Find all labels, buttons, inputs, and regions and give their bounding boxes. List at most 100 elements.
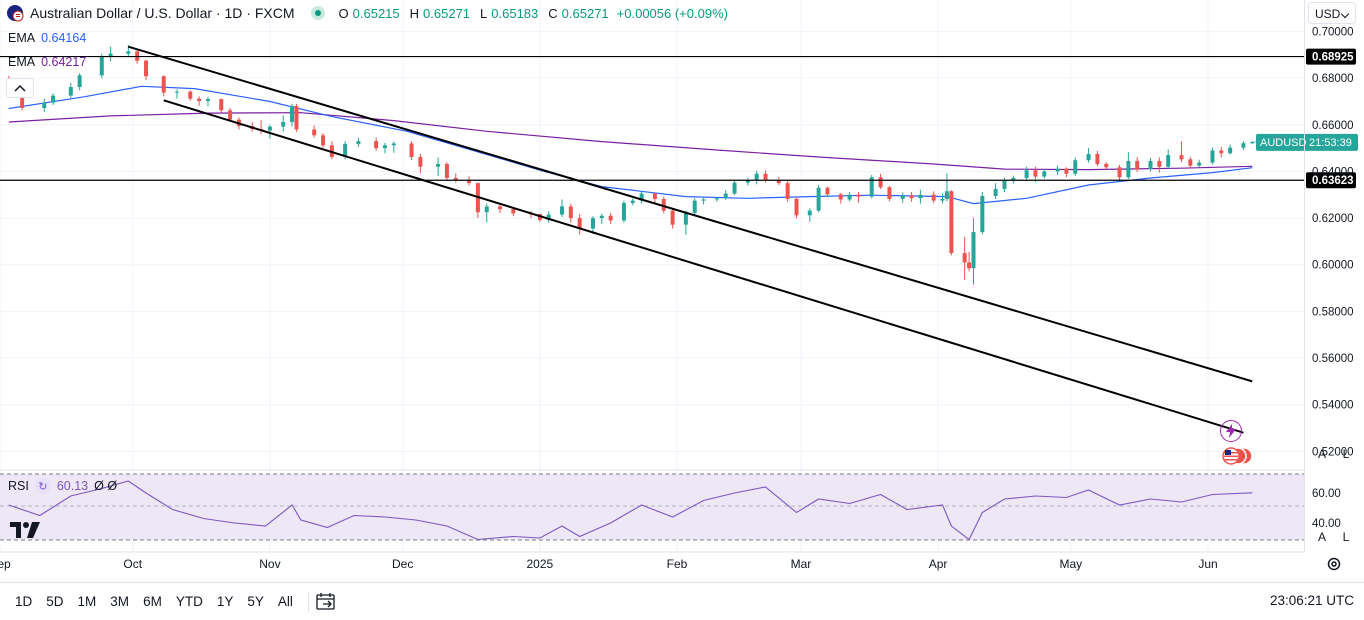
candle-up: [42, 102, 47, 108]
candle-up: [1024, 170, 1029, 178]
candle-up: [1241, 143, 1246, 148]
candle-down: [878, 177, 883, 188]
candle-up: [1011, 177, 1016, 181]
candle-up: [99, 56, 104, 76]
range-6m-button[interactable]: 6M: [143, 594, 162, 609]
rsi-log-scale-button[interactable]: L: [1342, 530, 1350, 544]
time-label: May: [1060, 557, 1083, 571]
range-1y-button[interactable]: 1Y: [216, 594, 234, 609]
candle-down: [228, 110, 233, 120]
date-ranges: 1D 5D 1M 3M 6M YTD 1Y 5Y All: [8, 594, 300, 609]
lightning-badge-icon[interactable]: [1220, 420, 1242, 442]
range-5y-button[interactable]: 5Y: [247, 594, 264, 609]
candle-down: [1135, 160, 1140, 170]
date-range-calendar-icon[interactable]: [315, 592, 337, 612]
time-label: 2025: [526, 557, 553, 571]
time-label: Oct: [123, 557, 142, 571]
price-tick-label: 0.54000: [1312, 400, 1354, 412]
range-ytd-button[interactable]: YTD: [175, 594, 203, 609]
candle-up: [1197, 162, 1202, 166]
candle-up: [1210, 150, 1215, 163]
candle-up: [639, 193, 644, 201]
candle-up: [1073, 160, 1078, 174]
candle-down: [949, 191, 954, 254]
candle-up: [971, 232, 976, 269]
close-value: 0.65271: [561, 5, 609, 21]
candle-up: [807, 210, 812, 216]
candle-up: [51, 95, 56, 103]
high-label: H: [409, 5, 420, 21]
rsi-auto-scale-button[interactable]: A: [1317, 530, 1326, 544]
log-scale-button[interactable]: L: [1342, 447, 1350, 461]
candle-up: [1086, 153, 1091, 161]
chevron-up-icon: [14, 84, 26, 92]
candle-up: [290, 106, 295, 122]
candle-down: [409, 143, 414, 157]
candle-up: [944, 191, 949, 199]
candle-down: [1104, 163, 1109, 168]
candle-down: [1179, 155, 1184, 160]
rsi-tick-label: 40.00: [1312, 518, 1341, 530]
range-all-button[interactable]: All: [277, 594, 293, 609]
range-5d-button[interactable]: 5D: [46, 594, 64, 609]
range-1d-button[interactable]: 1D: [15, 594, 33, 609]
collapse-legend-button[interactable]: [6, 78, 34, 98]
settings-gear-icon[interactable]: [1326, 556, 1342, 572]
candle-up: [723, 193, 728, 199]
candle-up: [436, 163, 441, 167]
candle-up: [205, 99, 210, 101]
range-3m-button[interactable]: 3M: [110, 594, 130, 609]
ema-fast-legend[interactable]: EMA 0.64164: [8, 31, 86, 45]
candle-up: [356, 141, 361, 144]
candle-up: [692, 200, 697, 213]
candle-up: [281, 121, 286, 127]
high-value: 0.65271: [423, 5, 471, 21]
candle-down: [887, 187, 892, 199]
candle-up: [630, 200, 635, 203]
candle-down: [1219, 150, 1224, 154]
channel-trend-line: [163, 99, 1244, 434]
time-label: Mar: [791, 557, 812, 571]
time-label: Apr: [929, 557, 948, 571]
candle-down: [856, 194, 861, 197]
candle-up: [68, 87, 73, 96]
range-1m-button[interactable]: 1M: [77, 594, 97, 609]
candle-up: [484, 206, 489, 213]
price-level-tag: [1306, 172, 1356, 189]
candle-up: [77, 75, 82, 88]
candle-up: [599, 215, 604, 219]
candle-up: [816, 187, 821, 211]
ema-fast-label: EMA: [8, 31, 36, 45]
candle-down: [962, 253, 967, 263]
candle-up: [343, 143, 348, 157]
candle-up: [745, 180, 750, 183]
price-tick-label: 0.66000: [1312, 120, 1354, 132]
channel-trend-line: [128, 45, 1253, 383]
candle-up: [1002, 180, 1007, 189]
price-tick-label: 0.56000: [1312, 353, 1354, 365]
ema-slow-label: EMA: [8, 55, 36, 69]
utc-clock[interactable]: 23:06:21 UTC: [1269, 593, 1354, 608]
candle-up: [175, 91, 179, 93]
candle-down: [931, 194, 936, 201]
ohlc-values: O 0.65215 H 0.65271 L 0.65183 C 0.65271 +0.0…: [339, 6, 728, 21]
currency-select[interactable]: USD: [1308, 2, 1356, 24]
auto-scale-button[interactable]: A: [1317, 447, 1326, 461]
us-events-flags-icon[interactable]: [1218, 446, 1254, 466]
candle-up: [559, 206, 564, 215]
candle-up: [546, 214, 551, 220]
candle-up: [621, 202, 626, 221]
price-axis[interactable]: [1304, 0, 1364, 552]
rsi-legend[interactable]: RSI ↻ 60.13 Ø Ø: [8, 478, 117, 494]
price-tick-label: 0.58000: [1312, 306, 1354, 318]
symbol-title[interactable]: Australian Dollar / U.S. Dollar · 1D · F…: [30, 5, 295, 21]
price-level-label: 0.63623: [1312, 175, 1354, 187]
symbol-tag-countdown: 21:53:39: [1309, 137, 1352, 149]
candle-up: [1228, 147, 1233, 154]
tradingview-logo-icon[interactable]: [10, 518, 42, 540]
candle-up: [1042, 171, 1047, 177]
ema-slow-legend[interactable]: EMA 0.64217: [8, 55, 86, 69]
candle-down: [763, 173, 768, 181]
